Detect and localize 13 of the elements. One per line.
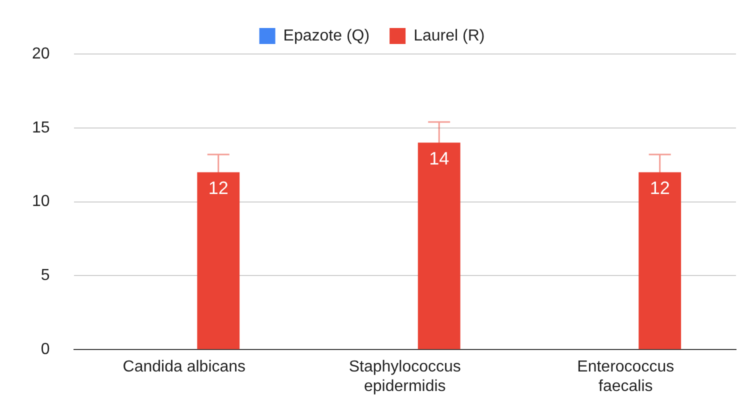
y-tick-label: 5 (40, 267, 50, 284)
legend-label: Laurel (R) (414, 27, 485, 44)
data-label: 14 (429, 148, 450, 169)
y-tick-label: 0 (40, 341, 50, 358)
x-tick-label: Candida albicans (122, 358, 246, 376)
legend-label: Epazote (Q) (283, 27, 370, 44)
y-tick-label: 10 (32, 193, 50, 210)
data-label: 12 (650, 178, 670, 198)
y-tick-label: 20 (32, 45, 50, 62)
x-tick-label: Staphylococcus epidermidis (348, 358, 461, 395)
data-label: 12 (208, 178, 228, 198)
x-tick-label: Enterococcus faecalis (577, 358, 674, 395)
y-tick-label: 15 (32, 119, 50, 136)
